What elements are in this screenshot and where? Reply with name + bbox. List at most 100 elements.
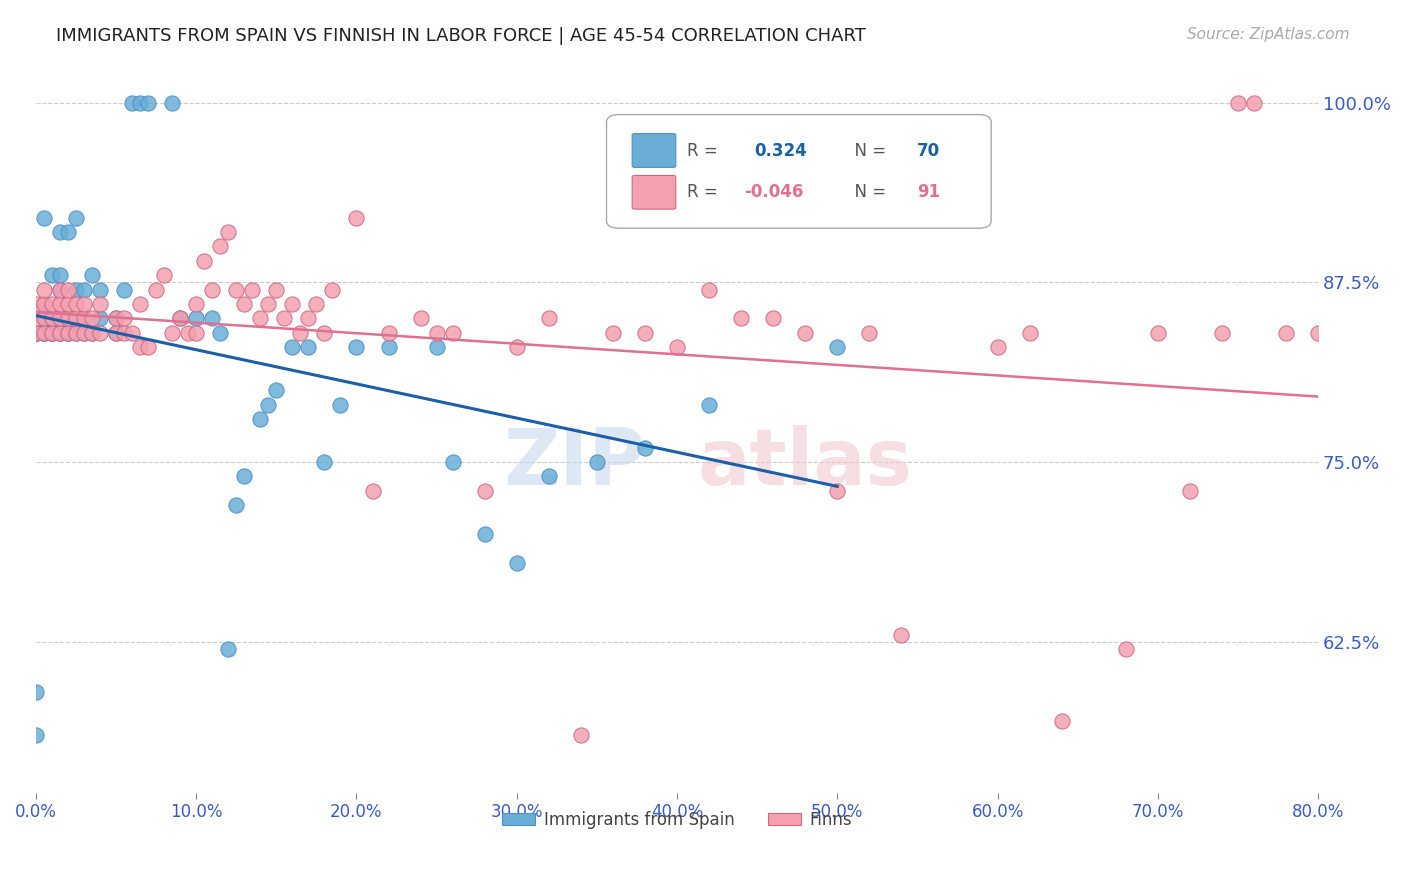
- Point: [49, 297, 72, 311]
- Point: [41, 326, 63, 340]
- Point: [25, 685, 48, 699]
- Text: 91: 91: [917, 183, 941, 201]
- Point: [377, 326, 399, 340]
- Point: [186, 311, 208, 326]
- Point: [73, 311, 96, 326]
- Point: [32, 326, 55, 340]
- Point: [112, 311, 135, 326]
- Point: [827, 340, 849, 354]
- Point: [249, 412, 271, 426]
- Point: [25, 326, 48, 340]
- Point: [537, 469, 560, 483]
- Point: [65, 283, 87, 297]
- Point: [32, 311, 55, 326]
- Point: [474, 527, 496, 541]
- Point: [56, 297, 79, 311]
- Point: [240, 283, 263, 297]
- Point: [105, 311, 128, 326]
- Point: [49, 225, 72, 239]
- Point: [25, 326, 48, 340]
- Point: [65, 297, 87, 311]
- Point: [321, 283, 343, 297]
- Text: 0.324: 0.324: [754, 142, 807, 160]
- Point: [257, 398, 280, 412]
- Point: [49, 326, 72, 340]
- Point: [121, 326, 143, 340]
- Point: [233, 297, 256, 311]
- Point: [201, 311, 224, 326]
- Point: [49, 326, 72, 340]
- Point: [25, 311, 48, 326]
- Point: [177, 326, 200, 340]
- FancyBboxPatch shape: [606, 114, 991, 228]
- Point: [49, 283, 72, 297]
- Point: [129, 340, 152, 354]
- Legend: Immigrants from Spain, Finns: Immigrants from Spain, Finns: [495, 805, 859, 836]
- Point: [56, 311, 79, 326]
- Point: [506, 556, 529, 570]
- Point: [1018, 326, 1040, 340]
- Point: [266, 383, 288, 397]
- Point: [209, 239, 232, 253]
- Point: [129, 297, 152, 311]
- Point: [121, 95, 143, 110]
- Point: [145, 283, 167, 297]
- Point: [1227, 95, 1250, 110]
- Point: [129, 95, 152, 110]
- Text: ZIP: ZIP: [503, 425, 645, 500]
- Point: [377, 340, 399, 354]
- Text: 70: 70: [917, 142, 941, 160]
- Point: [25, 728, 48, 742]
- Text: R =: R =: [688, 142, 728, 160]
- Point: [160, 95, 183, 110]
- Point: [105, 326, 128, 340]
- Point: [89, 297, 111, 311]
- Point: [209, 326, 232, 340]
- Point: [32, 297, 55, 311]
- Point: [89, 283, 111, 297]
- Point: [409, 311, 432, 326]
- Point: [1050, 714, 1073, 728]
- Point: [217, 225, 239, 239]
- Point: [49, 268, 72, 283]
- Point: [249, 311, 271, 326]
- Point: [193, 253, 215, 268]
- Point: [160, 326, 183, 340]
- Point: [73, 326, 96, 340]
- Point: [49, 283, 72, 297]
- Point: [290, 326, 312, 340]
- Point: [257, 297, 280, 311]
- Point: [987, 340, 1010, 354]
- Point: [41, 311, 63, 326]
- Point: [80, 268, 103, 283]
- Point: [1147, 326, 1170, 340]
- Point: [32, 326, 55, 340]
- Point: [329, 398, 352, 412]
- Point: [32, 283, 55, 297]
- Point: [89, 311, 111, 326]
- Point: [225, 283, 247, 297]
- Text: Source: ZipAtlas.com: Source: ZipAtlas.com: [1187, 27, 1350, 42]
- Point: [80, 326, 103, 340]
- Point: [297, 311, 319, 326]
- Point: [1115, 641, 1137, 656]
- Point: [73, 311, 96, 326]
- Point: [65, 326, 87, 340]
- Point: [112, 283, 135, 297]
- Point: [890, 627, 912, 641]
- Point: [634, 326, 657, 340]
- Point: [827, 483, 849, 498]
- Point: [56, 283, 79, 297]
- Point: [441, 455, 464, 469]
- Point: [73, 283, 96, 297]
- Point: [201, 283, 224, 297]
- Point: [32, 326, 55, 340]
- Point: [361, 483, 384, 498]
- Text: R =: R =: [688, 183, 723, 201]
- Text: N =: N =: [844, 183, 891, 201]
- Point: [169, 311, 191, 326]
- Point: [426, 340, 449, 354]
- Point: [80, 326, 103, 340]
- Point: [697, 283, 720, 297]
- Point: [1275, 326, 1298, 340]
